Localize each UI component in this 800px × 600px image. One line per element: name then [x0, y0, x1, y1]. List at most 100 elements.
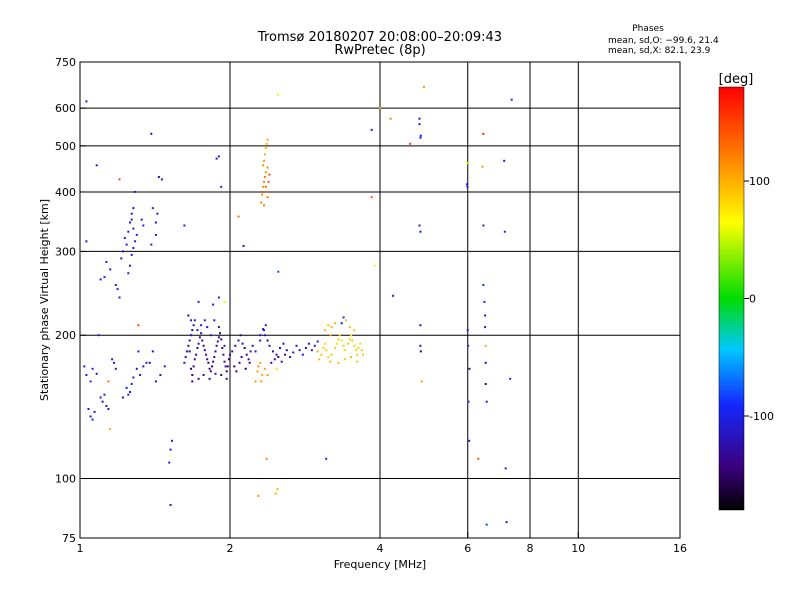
data-point: [89, 380, 92, 383]
data-point: [298, 349, 301, 352]
data-point: [242, 245, 245, 247]
data-point: [234, 344, 237, 347]
data-point: [263, 159, 265, 162]
data-point: [340, 339, 343, 342]
data-point: [504, 467, 507, 470]
data-point: [214, 372, 217, 375]
data-point: [263, 153, 266, 156]
data-point: [169, 448, 172, 451]
y-axis-ticks: 75 100 200 300 400 500 600 750: [55, 56, 86, 545]
data-point: [313, 344, 316, 347]
data-point: [262, 185, 264, 188]
data-point: [259, 334, 262, 337]
x-tick-label: 1: [77, 542, 84, 555]
data-point: [348, 326, 351, 329]
data-point: [277, 356, 280, 358]
data-point: [419, 230, 422, 233]
data-point: [503, 230, 506, 233]
data-point: [130, 383, 133, 385]
data-point: [208, 367, 211, 370]
data-point: [362, 353, 365, 356]
data-point: [207, 361, 210, 364]
data-point: [150, 243, 153, 246]
data-point: [337, 338, 340, 341]
data-point: [238, 361, 241, 364]
data-point: [275, 367, 278, 370]
data-point: [220, 185, 223, 188]
colorbar-tick-label: 100: [749, 175, 770, 188]
data-point: [89, 415, 92, 418]
data-point: [268, 173, 271, 176]
data-point: [142, 365, 145, 368]
data-point: [485, 523, 488, 526]
data-point: [481, 165, 484, 168]
data-point: [280, 360, 283, 363]
data-point: [330, 326, 333, 329]
y-tick-label: 600: [55, 102, 76, 115]
data-point: [323, 342, 326, 345]
colorbar-label: [deg]: [719, 72, 754, 87]
colorbar-ticks: -100 0 100: [744, 175, 774, 423]
data-point: [262, 164, 264, 167]
data-point: [105, 261, 108, 263]
data-point: [237, 339, 240, 342]
data-point: [466, 185, 469, 188]
data-point: [213, 356, 216, 358]
data-point: [122, 396, 124, 399]
data-point: [99, 396, 102, 399]
data-point: [130, 218, 133, 221]
data-point: [190, 319, 192, 322]
data-point: [129, 221, 131, 224]
data-point: [222, 353, 225, 356]
data-point: [343, 358, 346, 361]
data-point: [219, 332, 221, 335]
data-point: [260, 201, 263, 204]
data-point: [343, 349, 346, 352]
data-point: [93, 410, 96, 413]
data-point: [237, 215, 240, 218]
data-point: [132, 227, 135, 230]
data-point: [467, 400, 470, 403]
data-point: [334, 347, 337, 349]
data-point: [418, 117, 421, 120]
data-point: [509, 377, 512, 380]
data-point: [217, 336, 220, 339]
y-axis-label: Stationary phase Virtual Height [km]: [38, 199, 51, 401]
data-point: [420, 380, 423, 383]
data-point: [275, 353, 278, 356]
data-point: [468, 439, 471, 442]
data-point: [337, 361, 340, 364]
data-point: [191, 329, 194, 332]
data-point: [148, 361, 151, 364]
data-point: [353, 344, 356, 347]
y-tick-label: 100: [55, 473, 76, 486]
data-point: [85, 374, 88, 376]
data-point: [484, 326, 487, 329]
data-point: [361, 349, 363, 352]
data-point: [503, 159, 506, 162]
data-point: [257, 365, 260, 368]
stats-heading: Phases: [632, 24, 664, 34]
data-point: [285, 349, 288, 352]
data-point: [419, 324, 422, 327]
data-point: [422, 85, 425, 88]
data-point: [109, 268, 112, 271]
data-point: [193, 319, 196, 322]
data-point: [212, 360, 215, 363]
data-point: [392, 294, 395, 297]
data-point: [214, 350, 217, 353]
data-point: [330, 353, 333, 356]
data-point: [239, 334, 242, 337]
data-point: [468, 367, 471, 370]
data-point: [295, 344, 298, 347]
data-point: [220, 338, 223, 341]
data-point: [113, 361, 115, 364]
data-point: [154, 380, 157, 383]
data-point: [206, 358, 209, 361]
data-point: [263, 334, 266, 337]
data-point: [190, 334, 192, 337]
data-point: [264, 146, 267, 149]
data-point: [316, 350, 319, 353]
data-point: [482, 132, 485, 135]
data-point: [467, 344, 470, 347]
